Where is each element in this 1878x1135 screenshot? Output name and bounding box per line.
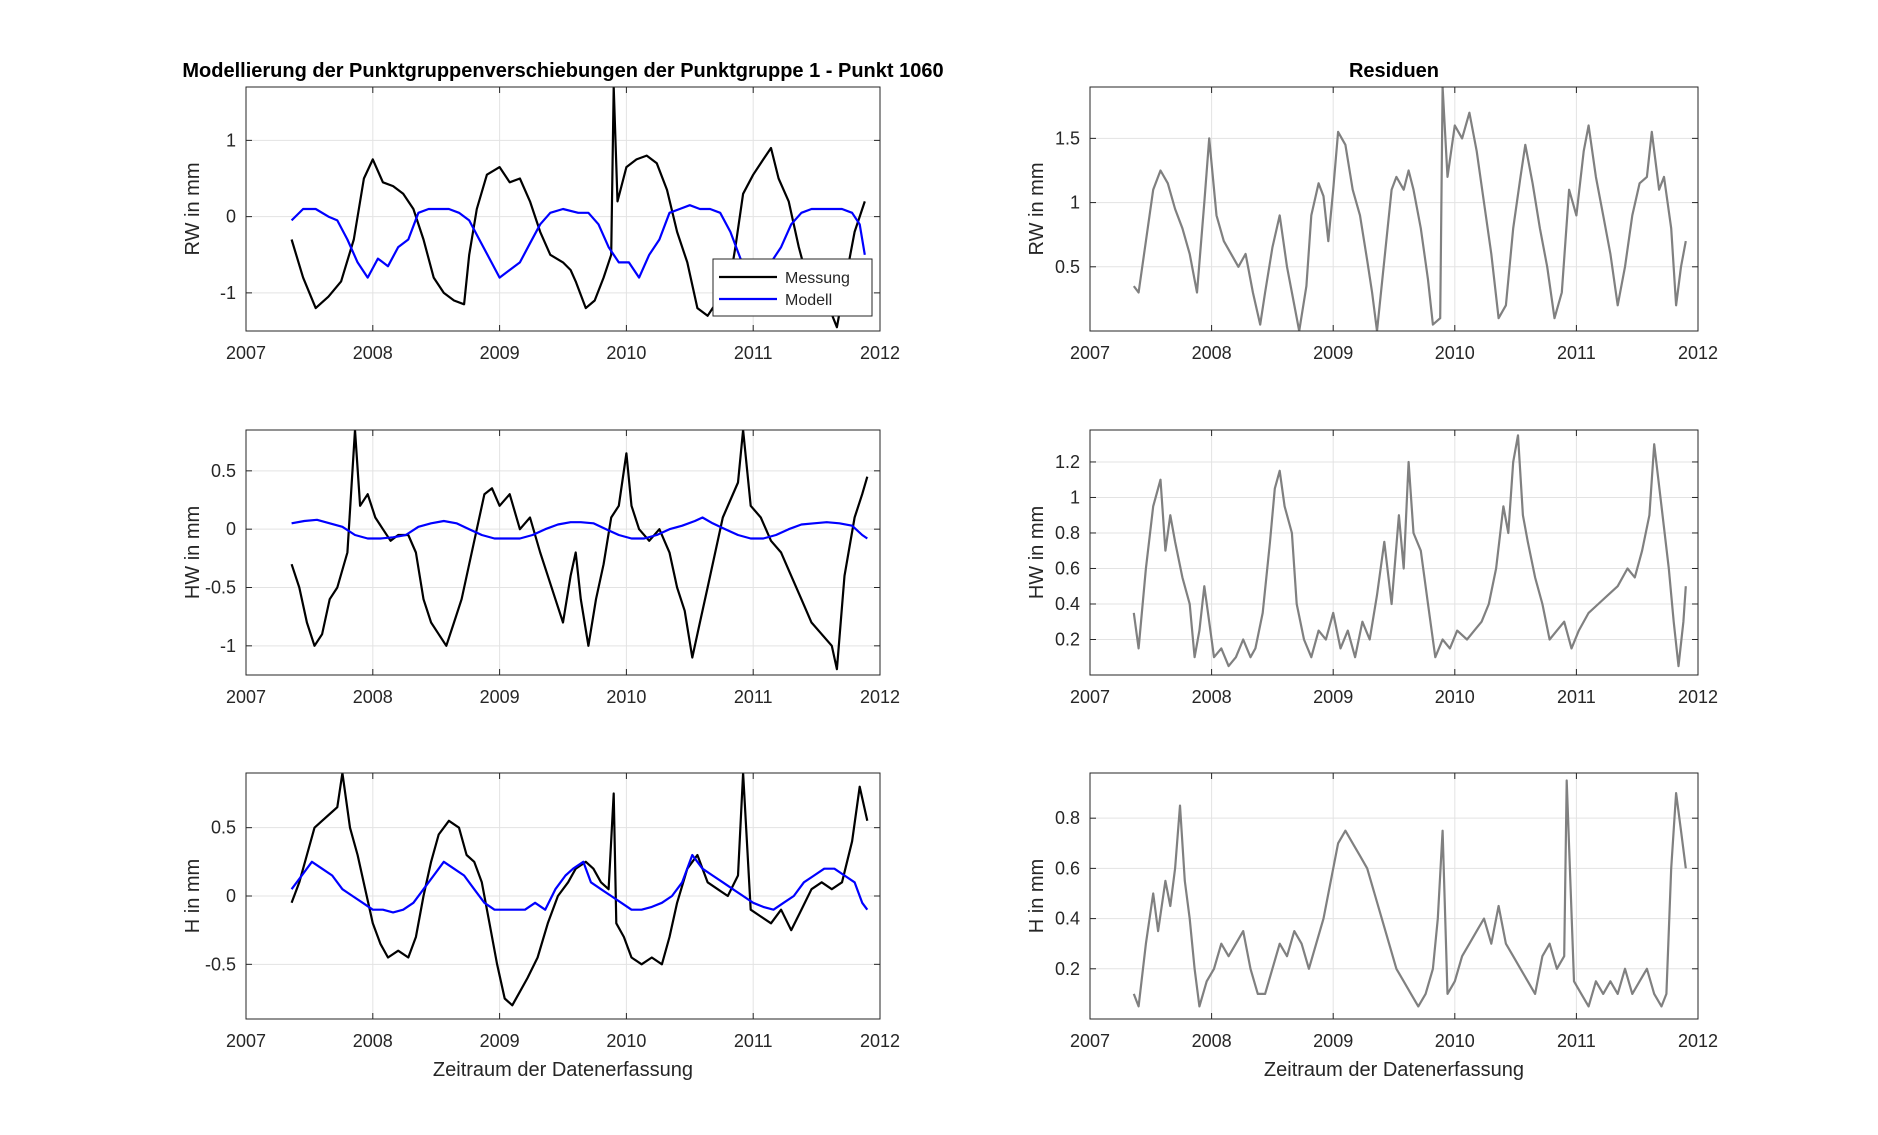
h-model-ytick-label: -0.5	[205, 954, 236, 974]
h-model-ytick-label: 0.5	[211, 818, 236, 838]
rw-model-series-messung-line	[290, 87, 866, 329]
h-model-series-modell-line	[290, 853, 869, 914]
hw-residuals-axes: 2007 2008 2009 2010 2011 2012 0.2 0.4 0.6 0.8 1 1.2…	[1026, 429, 1718, 707]
h-model-xtick-label: 2008	[353, 1031, 393, 1051]
hw-model-xtick-label: 2007	[226, 687, 266, 707]
hw-residuals-series-residuen-line	[1132, 434, 1687, 668]
h-residuals-axes: 2007 2008 2009 2010 2011 2012 0.2 0.4 0.6 0.8 H in…	[1026, 772, 1718, 1051]
hw-residuals-xtick-label: 2010	[1435, 687, 1475, 707]
rw-model-legend: Messung Modell	[712, 258, 873, 317]
h-residuals-ytick-label: 0.2	[1055, 959, 1080, 979]
h-residuals-xtick-label: 2009	[1313, 1031, 1353, 1051]
hw-model-series-messung-line	[290, 430, 869, 671]
rw-residuals-xtick-label: 2009	[1313, 343, 1353, 363]
h-model-ylabel: H in mm	[182, 859, 204, 933]
rw-model-ytick-label: -1	[220, 283, 236, 303]
rw-model-xtick-label: 2008	[353, 343, 393, 363]
legend-label-messung: Messung	[785, 270, 850, 287]
rw-residuals-ylabel: RW in mm	[1026, 163, 1048, 256]
hw-model-xtick-label: 2008	[353, 687, 393, 707]
h-model-xtick-label: 2007	[226, 1031, 266, 1051]
hw-model-xtick-label: 2012	[860, 687, 900, 707]
rw-model-xtick-label: 2010	[606, 343, 646, 363]
hw-model-xtick-label: 2010	[606, 687, 646, 707]
legend-box	[712, 258, 873, 317]
h-model-xtick-label: 2009	[480, 1031, 520, 1051]
rw-residuals-series-residuen-line	[1132, 87, 1687, 331]
rw-model-xtick-label: 2011	[734, 343, 773, 363]
legend-label-modell: Modell	[785, 292, 832, 309]
hw-model-xtick-label: 2009	[480, 687, 520, 707]
hw-residuals-ytick-label: 0.2	[1055, 629, 1080, 649]
hw-residuals-xtick-label: 2008	[1192, 687, 1232, 707]
h-residuals-ytick-label: 0.6	[1055, 858, 1080, 878]
rw-model-xtick-label: 2012	[860, 343, 900, 363]
right-column-title: Residuen	[1349, 60, 1439, 82]
rw-model-xtick-label: 2009	[480, 343, 520, 363]
h-model-xtick-label: 2011	[734, 1031, 773, 1051]
left-xlabel: Zeitraum der Datenerfassung	[433, 1059, 693, 1081]
h-residuals-xtick-label: 2007	[1070, 1031, 1110, 1051]
h-residuals-xtick-label: 2011	[1557, 1031, 1596, 1051]
hw-model-plot-area	[246, 430, 880, 675]
h-model-ytick-label: 0	[226, 886, 236, 906]
h-residuals-xtick-label: 2012	[1678, 1031, 1718, 1051]
hw-model-ytick-label: 0	[226, 519, 236, 539]
h-residuals-xtick-label: 2010	[1435, 1031, 1475, 1051]
h-residuals-xtick-label: 2008	[1192, 1031, 1232, 1051]
hw-residuals-ylabel: HW in mm	[1026, 506, 1048, 599]
rw-residuals-xtick-label: 2008	[1192, 343, 1232, 363]
hw-residuals-axes-box	[1089, 429, 1699, 676]
rw-residuals-ytick-label: 1.5	[1055, 128, 1080, 148]
h-model-xtick-label: 2010	[606, 1031, 646, 1051]
h-model-series-messung-line	[290, 773, 869, 1007]
hw-residuals-plot-area	[1090, 430, 1698, 675]
hw-residuals-xtick-label: 2007	[1070, 687, 1110, 707]
h-residuals-axes-box	[1089, 772, 1699, 1020]
hw-residuals-xtick-label: 2012	[1678, 687, 1718, 707]
hw-model-ytick-label: 0.5	[211, 461, 236, 481]
h-model-xtick-label: 2012	[860, 1031, 900, 1051]
rw-residuals-xtick-label: 2007	[1070, 343, 1110, 363]
hw-residuals-xtick-label: 2009	[1313, 687, 1353, 707]
rw-residuals-ytick-label: 0.5	[1055, 257, 1080, 277]
rw-model-axes: 2007 2008 2009 2010 2011 2012 -1 0 1 RW in mm Mess…	[182, 86, 900, 363]
h-residuals-ytick-label: 0.4	[1055, 909, 1080, 929]
rw-model-ytick-label: 1	[226, 130, 236, 150]
right-xlabel: Zeitraum der Datenerfassung	[1264, 1059, 1524, 1081]
hw-model-ytick-label: -1	[220, 636, 236, 656]
hw-model-series-modell-line	[291, 516, 868, 540]
hw-residuals-ytick-label: 0.4	[1055, 594, 1080, 614]
rw-residuals-axes: 2007 2008 2009 2010 2011 2012 0.5 1 1.5 RW in mm	[1026, 86, 1718, 363]
rw-residuals-xtick-label: 2011	[1557, 343, 1596, 363]
h-residuals-series-residuen-line	[1132, 779, 1687, 1008]
h-model-axes: 2007 2008 2009 2010 2011 2012 -0.5 0 0.5 H in mm	[182, 772, 900, 1051]
rw-residuals-xtick-label: 2012	[1678, 343, 1718, 363]
hw-model-axes-box	[245, 429, 881, 676]
rw-model-xtick-label: 2007	[226, 343, 266, 363]
h-residuals-ylabel: H in mm	[1026, 859, 1048, 933]
hw-residuals-ytick-label: 1.2	[1055, 452, 1080, 472]
rw-model-axes-box	[245, 86, 881, 332]
rw-residuals-xtick-label: 2010	[1435, 343, 1475, 363]
hw-model-ylabel: HW in mm	[182, 506, 204, 599]
hw-residuals-ytick-label: 0.8	[1055, 523, 1080, 543]
h-residuals-ytick-label: 0.8	[1055, 808, 1080, 828]
rw-model-ylabel: RW in mm	[182, 163, 204, 256]
hw-model-ytick-label: -0.5	[205, 578, 236, 598]
hw-residuals-xtick-label: 2011	[1557, 687, 1596, 707]
hw-model-xtick-label: 2011	[734, 687, 773, 707]
left-column-title: Modellierung der Punktgruppenverschiebun…	[182, 60, 943, 82]
rw-residuals-axes-box	[1089, 86, 1699, 332]
hw-model-axes: 2007 2008 2009 2010 2011 2012 -1 -0.5 0 0.5 HW in …	[182, 429, 900, 707]
hw-residuals-ytick-label: 0.6	[1055, 558, 1080, 578]
h-residuals-plot-area	[1090, 773, 1698, 1019]
hw-residuals-ytick-label: 1	[1070, 487, 1080, 507]
rw-model-ytick-label: 0	[226, 207, 236, 227]
rw-residuals-ytick-label: 1	[1070, 193, 1080, 213]
rw-residuals-plot-area	[1090, 87, 1698, 331]
rw-model-series-modell-line	[290, 204, 866, 279]
